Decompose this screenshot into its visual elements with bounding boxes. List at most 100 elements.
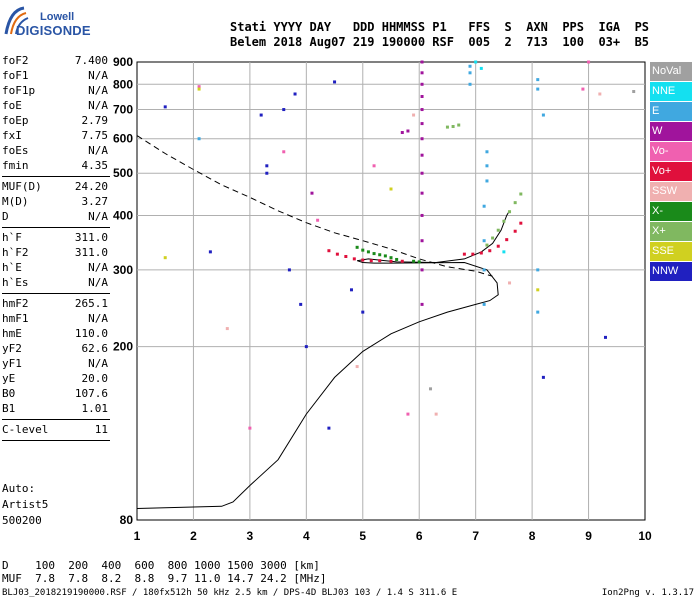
- data-point-x-: [502, 219, 506, 223]
- legend-item-vo-: Vo+: [650, 162, 692, 181]
- legend-item-nne: NNE: [650, 82, 692, 101]
- param-name: foE: [2, 99, 22, 112]
- data-point-w: [406, 129, 410, 133]
- data-point-x-: [451, 125, 455, 129]
- x-axis-ticks: 1 2 3 4 5 6 7 8 9 10: [134, 529, 652, 543]
- param-row: hmF2 265.1: [2, 297, 110, 312]
- data-point-e: [197, 137, 201, 141]
- param-value: N/A: [88, 357, 108, 370]
- param-row: foF1p N/A: [2, 84, 110, 99]
- legend-item-ssw: SSW: [650, 182, 692, 201]
- separator: [2, 419, 110, 420]
- header-labels: Stati YYYY DAY DDD HHMMSS P1 FFS S AXN P…: [230, 20, 650, 34]
- data-point-ssw: [598, 92, 602, 96]
- param-name: h`F: [2, 231, 22, 244]
- data-point-w: [420, 153, 424, 157]
- muf-values-row: MUF 7.8 7.8 8.2 8.8 9.7 11.0 14.7 24.2 […: [2, 572, 327, 585]
- data-point-x-: [496, 228, 500, 232]
- param-value: 265.1: [74, 297, 108, 310]
- data-point-nnw: [361, 310, 365, 314]
- x-tick-label: 1: [134, 529, 141, 543]
- data-point-vo-: [248, 426, 252, 430]
- param-value: N/A: [88, 144, 108, 157]
- param-group-confidence: C-level 11: [2, 423, 110, 438]
- legend-item-w: W: [650, 122, 692, 141]
- data-point-vo-: [488, 249, 492, 253]
- param-row: h`E N/A: [2, 261, 110, 276]
- data-point-nnw: [603, 335, 607, 339]
- param-row: hmE 110.0: [2, 327, 110, 342]
- param-value: N/A: [88, 261, 108, 274]
- param-group-frequencies: foF2 7.400 foF1 N/A foF1p N/A foE N/A foEp 2.79 fx…: [2, 54, 110, 174]
- x-tick-label: 7: [472, 529, 479, 543]
- data-point-vo-: [581, 87, 585, 91]
- param-row: fxI 7.75: [2, 129, 110, 144]
- param-group-muf: MUF(D) 24.20 M(D) 3.27 D N/A: [2, 180, 110, 225]
- data-point-w: [310, 191, 314, 195]
- data-point-w: [420, 95, 424, 99]
- data-point-sse: [536, 288, 540, 292]
- data-point-nnw: [293, 92, 297, 96]
- data-point-x-: [445, 125, 449, 129]
- plot-frame: [136, 61, 646, 521]
- param-name: hmF1: [2, 312, 29, 325]
- param-name: yE: [2, 372, 16, 385]
- param-name: fmin: [2, 159, 29, 172]
- muf-distance-row: D 100 200 400 600 800 1000 1500 3000 [km…: [2, 559, 320, 572]
- param-value: 7.400: [74, 54, 108, 67]
- param-row: B1 1.01: [2, 402, 110, 417]
- legend-item-nnw: NNW: [650, 262, 692, 281]
- y-tick-label: 800: [113, 77, 133, 91]
- data-point-x-: [508, 210, 512, 214]
- footer-file-info: BLJ03_2018219190000.RSF / 180fx512h 50 k…: [2, 588, 458, 598]
- param-value: 110.0: [74, 327, 108, 340]
- data-point-sse: [163, 256, 167, 260]
- data-point-vo-: [369, 259, 373, 263]
- param-value: 11: [94, 423, 108, 436]
- param-row: hmF1 N/A: [2, 312, 110, 327]
- profile-curve-dashed: [136, 135, 493, 277]
- data-point-nnw: [282, 108, 286, 112]
- param-group-virtual-heights: h`F 311.0 h`F2 311.0 h`E N/A h`Es N/A: [2, 231, 110, 291]
- param-name: foF1: [2, 69, 29, 82]
- data-marks: [163, 60, 636, 430]
- param-value: 7.75: [81, 129, 109, 142]
- data-point-w: [420, 82, 424, 86]
- param-value: 3.27: [81, 195, 109, 208]
- data-point-x-: [383, 254, 387, 258]
- x-tick-label: 9: [585, 529, 592, 543]
- param-row: foEs N/A: [2, 144, 110, 159]
- param-row: foE N/A: [2, 99, 110, 114]
- data-point-w: [420, 302, 424, 306]
- data-point-vo-: [378, 259, 382, 263]
- data-point-vo-: [519, 221, 523, 225]
- data-point-ssw: [225, 327, 229, 331]
- param-row: h`Es N/A: [2, 276, 110, 291]
- x-tick-label: 6: [416, 529, 423, 543]
- param-value: 107.6: [74, 387, 108, 400]
- data-point-vo-: [587, 60, 591, 64]
- data-point-nnw: [304, 345, 308, 349]
- autoscaling-info: Auto: Artist5 500200: [2, 481, 48, 529]
- data-point-nne: [479, 66, 483, 70]
- param-row: foF1 N/A: [2, 69, 110, 84]
- x-tick-label: 10: [638, 529, 652, 543]
- param-name: MUF(D): [2, 180, 42, 193]
- param-value: 311.0: [74, 231, 108, 244]
- param-row: yF2 62.6: [2, 342, 110, 357]
- data-point-w: [420, 122, 424, 126]
- data-point-w: [420, 213, 424, 217]
- param-value: 4.35: [81, 159, 109, 172]
- parameter-panel: foF2 7.400 foF1 N/A foF1p N/A foE N/A foEp 2.79 fx…: [2, 54, 110, 444]
- data-point-nnw: [349, 288, 353, 292]
- param-row: foEp 2.79: [2, 114, 110, 129]
- param-row: B0 107.6: [2, 387, 110, 402]
- y-tick-label: 500: [113, 166, 133, 180]
- data-point-e: [485, 179, 489, 183]
- data-point-x-: [412, 259, 416, 263]
- data-point-noval: [429, 387, 433, 391]
- data-point-sse: [389, 187, 393, 191]
- legend-item-x-: X-: [650, 202, 692, 221]
- data-point-ssw: [434, 412, 438, 416]
- data-point-e: [482, 302, 486, 306]
